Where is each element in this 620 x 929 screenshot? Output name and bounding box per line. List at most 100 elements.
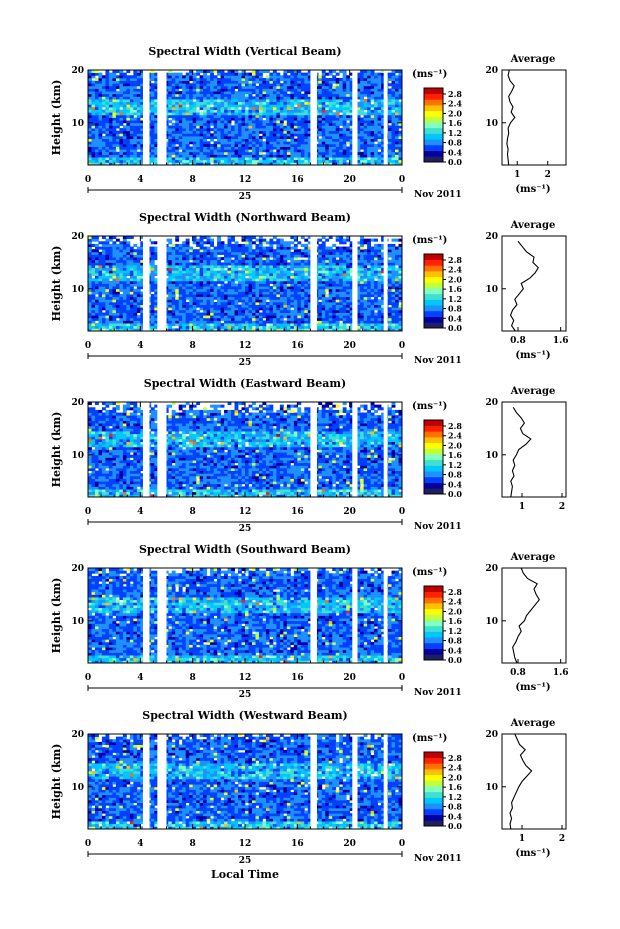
heatmap-cell (381, 143, 385, 147)
heatmap-cell (231, 157, 235, 161)
heatmap-cell (88, 299, 92, 303)
heatmap-cell (262, 304, 267, 308)
heatmap-cell (171, 109, 176, 113)
heatmap-cell (119, 75, 124, 79)
heatmap-cell (255, 130, 260, 134)
heatmap-cell (164, 120, 169, 124)
heatmap-cell (318, 130, 323, 134)
heatmap-cell (220, 301, 225, 306)
heatmap-cell (272, 328, 277, 331)
heatmap-cell (119, 283, 124, 287)
heatmap-cell (349, 154, 354, 158)
heatmap-cell (269, 120, 274, 124)
heatmap-cell (269, 135, 274, 140)
heatmap-cell (136, 128, 141, 132)
heatmap-cell (227, 283, 232, 287)
heatmap-cell (342, 122, 347, 126)
heatmap-cell (377, 85, 382, 89)
heatmap-cell (251, 85, 256, 89)
heatmap-cell (325, 317, 330, 321)
heatmap-cell (325, 328, 330, 331)
heatmap-cell (262, 88, 267, 92)
heatmap-cell (213, 294, 218, 298)
heatmap-cell (363, 307, 368, 311)
heatmap-cell (255, 288, 260, 292)
heatmap-cell (248, 72, 253, 76)
heatmap-cell (206, 80, 211, 84)
heatmap-cell (136, 288, 141, 292)
heatmap-cell (339, 88, 344, 92)
heatmap-cell (363, 280, 368, 284)
heatmap-cell (126, 106, 131, 110)
heatmap-cell (164, 154, 169, 158)
heatmap-cell (171, 296, 176, 300)
heatmap-cell (388, 162, 392, 165)
heatmap-cell (199, 307, 204, 311)
heatmap-cell (342, 309, 347, 313)
heatmap-cell (339, 138, 344, 142)
heatmap-cell (220, 309, 225, 313)
heatmap-cell (199, 114, 204, 118)
heatmap-cell (300, 288, 305, 292)
heatmap-cell (105, 309, 110, 313)
heatmap-cell (293, 299, 298, 303)
heatmap-cell (94, 143, 99, 147)
heatmap-cell (300, 141, 305, 145)
heatmap-cell (325, 85, 330, 89)
heatmap-cell (154, 138, 159, 142)
heatmap-cell (349, 93, 354, 97)
heatmap-cell (105, 162, 110, 165)
heatmap-cell (108, 157, 113, 161)
heatmap-cell (108, 99, 113, 103)
heatmap-cell (307, 109, 312, 113)
heatmap-cell (150, 91, 155, 95)
heatmap-cell (360, 91, 365, 95)
heatmap-cell (332, 122, 337, 126)
heatmap-cell (349, 143, 354, 147)
heatmap-cell (122, 88, 127, 92)
heatmap-cell (154, 162, 159, 165)
heatmap-cell (220, 130, 225, 134)
heatmap-cell (189, 101, 194, 105)
heatmap-cell (304, 85, 309, 89)
heatmap-cell (321, 278, 326, 282)
heatmap-cell (150, 315, 155, 319)
heatmap-cell (395, 75, 399, 79)
heatmap-cell (297, 309, 302, 313)
heatmap-cell (98, 323, 103, 327)
heatmap-cell (262, 328, 267, 331)
heatmap-cell (391, 288, 396, 292)
heatmap-cell (269, 91, 274, 95)
heatmap-cell (122, 301, 127, 306)
heatmap-cell (258, 162, 263, 165)
heatmap-cell (395, 328, 399, 331)
heatmap-cell (276, 104, 281, 108)
heatmap-cell (262, 283, 267, 287)
heatmap-cell (300, 154, 305, 158)
heatmap-cell (126, 133, 131, 137)
heatmap-cell (133, 70, 138, 74)
heatmap-cell (164, 159, 169, 163)
heatmap-cell (91, 154, 96, 158)
heatmap-cell (189, 91, 194, 95)
heatmap-cell (150, 304, 155, 308)
heatmap-cell (272, 301, 277, 306)
heatmap-cell (199, 125, 204, 129)
heatmap-cell (276, 109, 281, 113)
heatmap-cell (307, 162, 312, 165)
heatmap-cell (105, 96, 110, 100)
heatmap-cell (342, 128, 347, 132)
heatmap-cell (178, 109, 183, 113)
heatmap-cell (356, 96, 361, 100)
heatmap-cell (199, 141, 204, 145)
heatmap-cell (276, 106, 281, 110)
heatmap-cell (325, 278, 330, 282)
heatmap-cell (210, 294, 214, 298)
heatmap-cell (321, 120, 326, 124)
heatmap-cell (178, 151, 183, 155)
heatmap-cell (164, 299, 169, 303)
heatmap-cell (272, 312, 277, 316)
heatmap-cell (234, 157, 239, 161)
heatmap-cell (293, 312, 298, 316)
heatmap-cell (265, 114, 270, 118)
